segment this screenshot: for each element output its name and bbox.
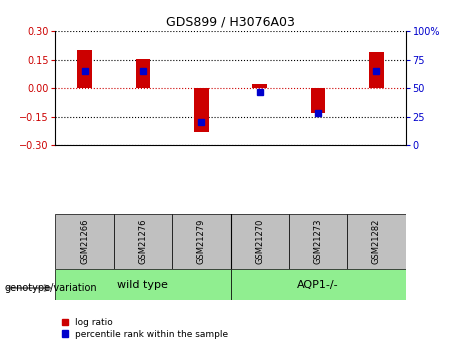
Bar xyxy=(289,214,347,269)
Bar xyxy=(347,214,406,269)
Bar xyxy=(114,214,172,269)
Text: GSM21282: GSM21282 xyxy=(372,219,381,264)
Bar xyxy=(194,88,208,132)
Text: AQP1-/-: AQP1-/- xyxy=(297,280,339,289)
Bar xyxy=(136,59,150,88)
Legend: log ratio, percentile rank within the sample: log ratio, percentile rank within the sa… xyxy=(60,316,230,341)
Bar xyxy=(77,50,92,88)
Title: GDS899 / H3076A03: GDS899 / H3076A03 xyxy=(166,16,295,29)
Text: genotype/variation: genotype/variation xyxy=(5,283,97,293)
Bar xyxy=(311,88,325,113)
Text: GSM21266: GSM21266 xyxy=(80,219,89,264)
Bar xyxy=(55,214,114,269)
Bar xyxy=(253,84,267,88)
Bar xyxy=(172,214,230,269)
Text: GSM21273: GSM21273 xyxy=(313,219,323,264)
Bar xyxy=(230,214,289,269)
Text: wild type: wild type xyxy=(118,280,168,289)
Bar xyxy=(230,269,406,300)
Text: GSM21279: GSM21279 xyxy=(197,219,206,264)
Bar xyxy=(369,52,384,88)
Text: GSM21276: GSM21276 xyxy=(138,219,148,264)
Bar xyxy=(55,269,230,300)
Text: GSM21270: GSM21270 xyxy=(255,219,264,264)
